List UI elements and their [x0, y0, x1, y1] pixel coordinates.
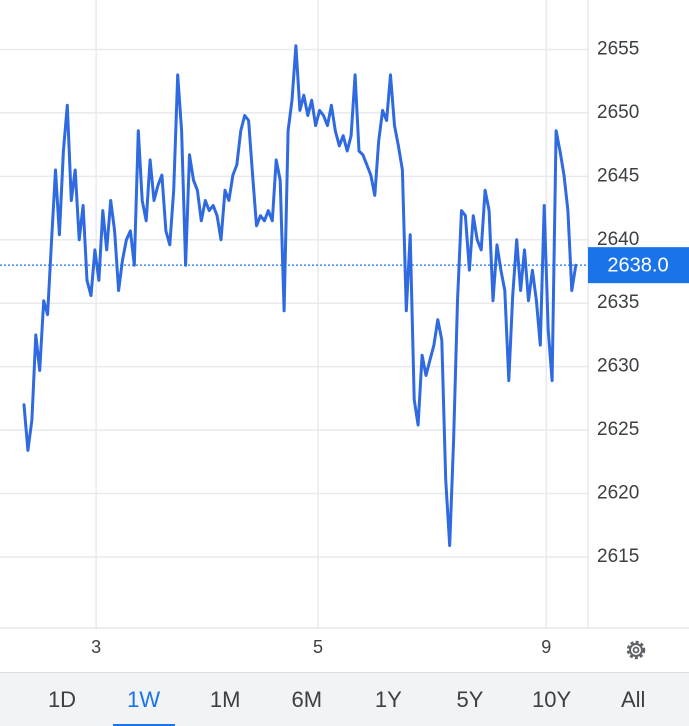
chart: 2615 2620 2625 2630 2635 2640 2645 2650 2655 3 5 9 2… [0, 0, 689, 660]
y-tick-label: 2630 [597, 356, 639, 377]
range-button[interactable]: 1Y [374, 687, 402, 712]
x-tick-label: 9 [541, 637, 551, 657]
range-bar: 1D 1W 1M 6M 1Y 5Y 10Y All [0, 672, 689, 726]
range-button[interactable]: 1D [47, 687, 77, 712]
x-tick-label: 3 [91, 637, 101, 657]
current-price-label: 2638.0 [607, 254, 668, 276]
settings-icon[interactable] [626, 640, 646, 660]
y-tick-label: 2635 [597, 292, 639, 313]
gear-ring [629, 643, 643, 657]
price-line [22, 44, 578, 547]
y-tick-label: 2620 [597, 483, 639, 504]
y-tick-label: 2625 [597, 419, 639, 440]
y-tick-label: 2650 [597, 102, 639, 123]
x-tick-label: 5 [313, 637, 323, 657]
range-button[interactable]: 5Y [456, 687, 484, 712]
y-tick-label: 2645 [597, 165, 639, 186]
grid [0, 0, 588, 628]
range-button[interactable]: 1M [209, 687, 241, 712]
y-tick-label: 2655 [597, 38, 639, 59]
range-button[interactable]: 10Y [532, 687, 572, 712]
gear-hub [632, 646, 640, 654]
range-button[interactable]: 6M [291, 687, 323, 712]
current-price-box [588, 247, 689, 284]
y-tick-label: 2615 [597, 546, 639, 567]
gear-teeth [626, 640, 646, 660]
range-button[interactable]: 1W [109, 673, 179, 726]
range-button[interactable]: All [620, 687, 646, 712]
y-tick-label: 2640 [597, 229, 639, 250]
